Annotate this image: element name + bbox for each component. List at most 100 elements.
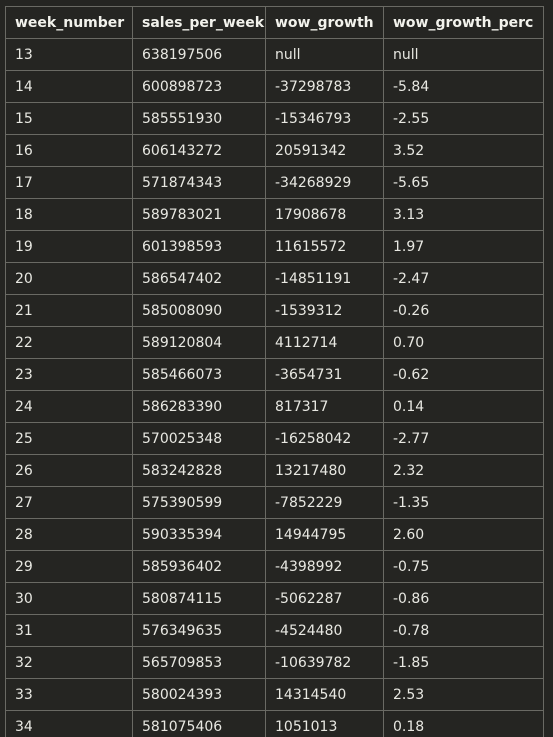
- cell-wow-growth-perc[interactable]: -0.26: [383, 294, 544, 327]
- cell-sales-per-week[interactable]: 580024393: [132, 678, 266, 711]
- cell-wow-growth-perc[interactable]: null: [383, 38, 544, 71]
- cell-wow-growth-perc[interactable]: -1.35: [383, 486, 544, 519]
- cell-sales-per-week[interactable]: 581075406: [132, 710, 266, 737]
- cell-wow-growth-perc[interactable]: 0.14: [383, 390, 544, 423]
- table-row: 15 585551930 -15346793 -2.55: [5, 102, 544, 135]
- cell-wow-growth-perc[interactable]: 2.53: [383, 678, 544, 711]
- cell-wow-growth-perc[interactable]: 2.32: [383, 454, 544, 487]
- cell-wow-growth[interactable]: 817317: [265, 390, 384, 423]
- table-row: 30 580874115 -5062287 -0.86: [5, 582, 544, 615]
- cell-sales-per-week[interactable]: 565709853: [132, 646, 266, 679]
- cell-sales-per-week[interactable]: 586547402: [132, 262, 266, 295]
- cell-sales-per-week[interactable]: 600898723: [132, 70, 266, 103]
- cell-week-number[interactable]: 15: [5, 102, 133, 135]
- cell-sales-per-week[interactable]: 585936402: [132, 550, 266, 583]
- cell-sales-per-week[interactable]: 589783021: [132, 198, 266, 231]
- table-row: 28 590335394 14944795 2.60: [5, 518, 544, 551]
- cell-wow-growth[interactable]: -4524480: [265, 614, 384, 647]
- cell-sales-per-week[interactable]: 570025348: [132, 422, 266, 455]
- cell-wow-growth[interactable]: -34268929: [265, 166, 384, 199]
- cell-sales-per-week[interactable]: 583242828: [132, 454, 266, 487]
- cell-wow-growth[interactable]: 14944795: [265, 518, 384, 551]
- cell-sales-per-week[interactable]: 601398593: [132, 230, 266, 263]
- cell-week-number[interactable]: 31: [5, 614, 133, 647]
- cell-wow-growth[interactable]: 11615572: [265, 230, 384, 263]
- column-header-sales-per-week[interactable]: sales_per_week: [132, 6, 266, 39]
- cell-wow-growth[interactable]: 4112714: [265, 326, 384, 359]
- table-header-row: week_number sales_per_week wow_growth wo…: [5, 6, 544, 39]
- cell-wow-growth[interactable]: 14314540: [265, 678, 384, 711]
- cell-wow-growth[interactable]: -7852229: [265, 486, 384, 519]
- cell-week-number[interactable]: 18: [5, 198, 133, 231]
- cell-wow-growth[interactable]: -37298783: [265, 70, 384, 103]
- cell-week-number[interactable]: 28: [5, 518, 133, 551]
- cell-sales-per-week[interactable]: 638197506: [132, 38, 266, 71]
- cell-sales-per-week[interactable]: 575390599: [132, 486, 266, 519]
- cell-week-number[interactable]: 33: [5, 678, 133, 711]
- table-row: 16 606143272 20591342 3.52: [5, 134, 544, 167]
- cell-wow-growth[interactable]: -5062287: [265, 582, 384, 615]
- cell-wow-growth-perc[interactable]: 3.13: [383, 198, 544, 231]
- cell-week-number[interactable]: 32: [5, 646, 133, 679]
- cell-wow-growth-perc[interactable]: -1.85: [383, 646, 544, 679]
- cell-sales-per-week[interactable]: 590335394: [132, 518, 266, 551]
- cell-sales-per-week[interactable]: 586283390: [132, 390, 266, 423]
- cell-wow-growth[interactable]: 1051013: [265, 710, 384, 737]
- cell-wow-growth-perc[interactable]: -0.78: [383, 614, 544, 647]
- cell-wow-growth-perc[interactable]: -5.84: [383, 70, 544, 103]
- cell-wow-growth[interactable]: -3654731: [265, 358, 384, 391]
- cell-week-number[interactable]: 29: [5, 550, 133, 583]
- cell-wow-growth-perc[interactable]: 1.97: [383, 230, 544, 263]
- cell-wow-growth-perc[interactable]: 3.52: [383, 134, 544, 167]
- cell-wow-growth-perc[interactable]: -0.75: [383, 550, 544, 583]
- cell-wow-growth[interactable]: 17908678: [265, 198, 384, 231]
- cell-wow-growth-perc[interactable]: -2.47: [383, 262, 544, 295]
- column-header-week-number[interactable]: week_number: [5, 6, 133, 39]
- cell-sales-per-week[interactable]: 580874115: [132, 582, 266, 615]
- cell-week-number[interactable]: 16: [5, 134, 133, 167]
- cell-wow-growth[interactable]: -10639782: [265, 646, 384, 679]
- cell-sales-per-week[interactable]: 576349635: [132, 614, 266, 647]
- cell-week-number[interactable]: 19: [5, 230, 133, 263]
- cell-week-number[interactable]: 34: [5, 710, 133, 737]
- cell-week-number[interactable]: 21: [5, 294, 133, 327]
- cell-wow-growth-perc[interactable]: -0.62: [383, 358, 544, 391]
- cell-wow-growth[interactable]: -1539312: [265, 294, 384, 327]
- cell-week-number[interactable]: 27: [5, 486, 133, 519]
- cell-sales-per-week[interactable]: 571874343: [132, 166, 266, 199]
- cell-week-number[interactable]: 13: [5, 38, 133, 71]
- cell-week-number[interactable]: 24: [5, 390, 133, 423]
- cell-wow-growth-perc[interactable]: 0.70: [383, 326, 544, 359]
- cell-week-number[interactable]: 30: [5, 582, 133, 615]
- cell-wow-growth-perc[interactable]: -2.77: [383, 422, 544, 455]
- cell-wow-growth[interactable]: 20591342: [265, 134, 384, 167]
- cell-wow-growth[interactable]: -16258042: [265, 422, 384, 455]
- cell-sales-per-week[interactable]: 585551930: [132, 102, 266, 135]
- cell-week-number[interactable]: 20: [5, 262, 133, 295]
- cell-week-number[interactable]: 23: [5, 358, 133, 391]
- cell-wow-growth[interactable]: -4398992: [265, 550, 384, 583]
- cell-wow-growth[interactable]: -15346793: [265, 102, 384, 135]
- cell-week-number[interactable]: 14: [5, 70, 133, 103]
- cell-week-number[interactable]: 26: [5, 454, 133, 487]
- cell-wow-growth[interactable]: -14851191: [265, 262, 384, 295]
- cell-sales-per-week[interactable]: 585466073: [132, 358, 266, 391]
- cell-week-number[interactable]: 25: [5, 422, 133, 455]
- table-row: 21 585008090 -1539312 -0.26: [5, 294, 544, 327]
- cell-wow-growth[interactable]: 13217480: [265, 454, 384, 487]
- table-row: 20 586547402 -14851191 -2.47: [5, 262, 544, 295]
- table-row: 19 601398593 11615572 1.97: [5, 230, 544, 263]
- cell-sales-per-week[interactable]: 585008090: [132, 294, 266, 327]
- cell-wow-growth-perc[interactable]: 0.18: [383, 710, 544, 737]
- cell-wow-growth-perc[interactable]: -0.86: [383, 582, 544, 615]
- cell-wow-growth-perc[interactable]: -5.65: [383, 166, 544, 199]
- cell-wow-growth-perc[interactable]: -2.55: [383, 102, 544, 135]
- cell-week-number[interactable]: 17: [5, 166, 133, 199]
- cell-sales-per-week[interactable]: 589120804: [132, 326, 266, 359]
- cell-sales-per-week[interactable]: 606143272: [132, 134, 266, 167]
- cell-week-number[interactable]: 22: [5, 326, 133, 359]
- cell-wow-growth[interactable]: null: [265, 38, 384, 71]
- column-header-wow-growth[interactable]: wow_growth: [265, 6, 384, 39]
- column-header-wow-growth-perc[interactable]: wow_growth_perc: [383, 6, 544, 39]
- cell-wow-growth-perc[interactable]: 2.60: [383, 518, 544, 551]
